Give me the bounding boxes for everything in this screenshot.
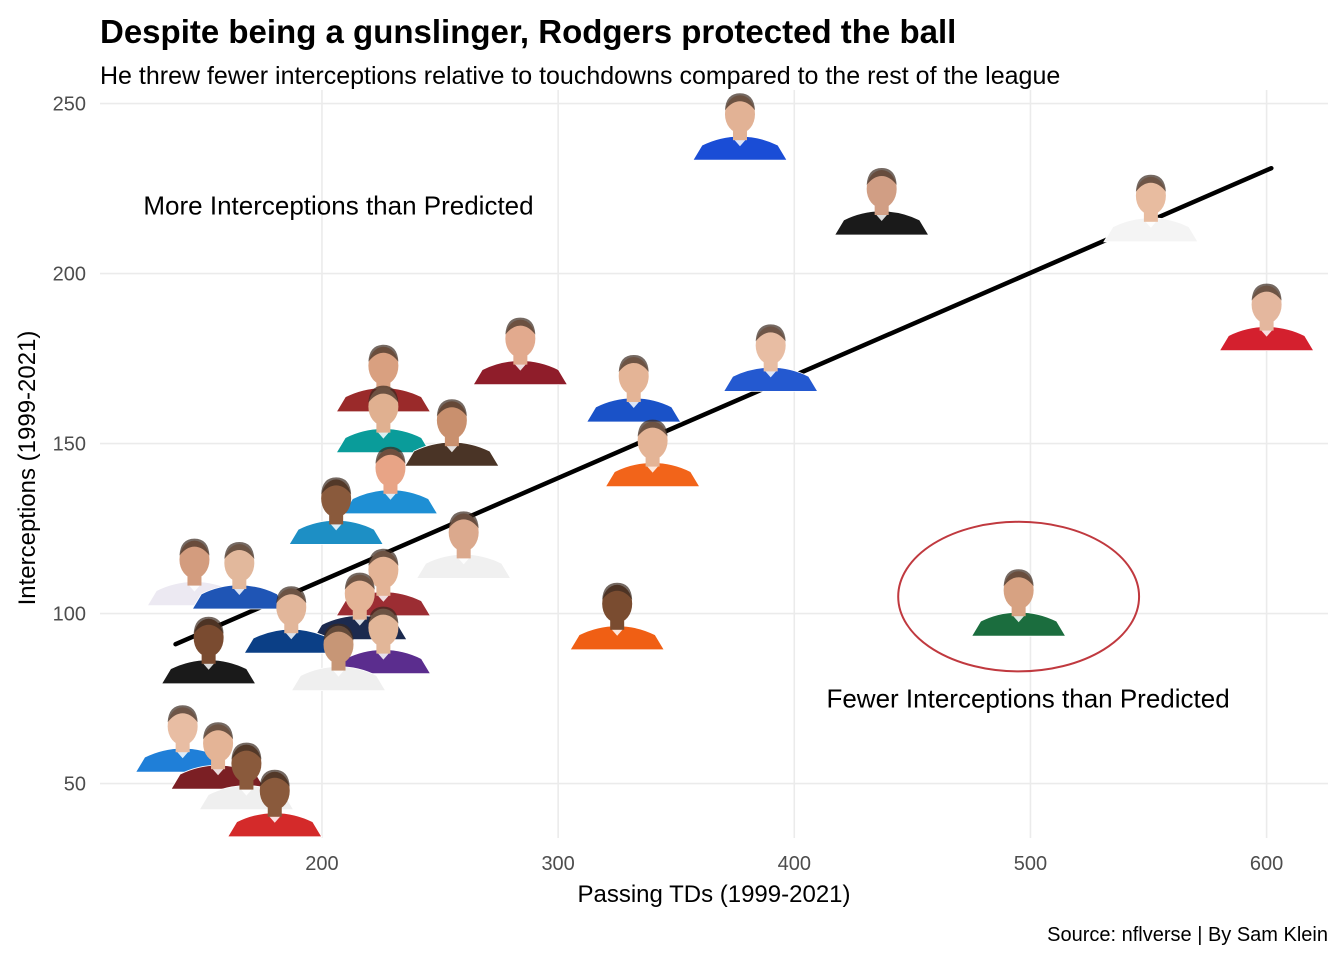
player-point [415,511,512,579]
player-point [227,769,323,838]
player-point [243,586,339,654]
trend-line-layer [173,165,1274,647]
chart-subtitle: He threw fewer interceptions relative to… [100,62,1060,90]
player-point [604,419,701,488]
player-point [472,317,569,386]
player-point [160,616,257,685]
y-tick-label: 150 [53,434,86,456]
player-point [342,446,439,515]
highlight-layer [897,520,1141,673]
y-tick-label: 50 [64,774,86,796]
player-point [692,93,788,161]
y-tick-label: 100 [53,604,86,626]
player-point [1218,283,1315,352]
player-point [970,569,1067,637]
player-point [191,542,288,610]
x-tick-label: 300 [541,853,574,875]
annotation-label: Fewer Interceptions than Predicted [826,684,1229,714]
annotations: More Interceptions than Predicted Fewer I… [143,191,1229,714]
player-point [404,399,500,467]
x-tick-label: 400 [778,853,811,875]
player-point [335,385,432,454]
x-axis-title: Passing TDs (1999-2021) [577,881,850,908]
y-axis-title: Interceptions (1999-2021) [14,331,41,606]
tick-labels: 200 300 400 500 600 50 100 150 200 250 [53,94,1284,875]
y-tick-label: 200 [53,264,86,286]
x-tick-label: 200 [305,853,338,875]
x-tick-label: 600 [1250,853,1283,875]
chart-title: Despite being a gunslinger, Rodgers prot… [100,13,956,50]
points-layer [134,93,1315,838]
player-point [586,355,682,423]
x-tick-label: 500 [1014,853,1047,875]
trend-line [173,165,1274,647]
player-point [290,623,387,691]
highlight-ellipse [897,520,1141,673]
y-tick-label: 250 [53,94,86,116]
player-point [1103,174,1199,243]
player-point [288,477,384,545]
player-point [722,324,819,392]
chart-caption: Source: nflverse | By Sam Klein [1047,924,1328,946]
player-point [335,606,432,674]
annotation-label: More Interceptions than Predicted [143,191,533,221]
player-point [833,168,930,236]
player-point [569,582,665,651]
